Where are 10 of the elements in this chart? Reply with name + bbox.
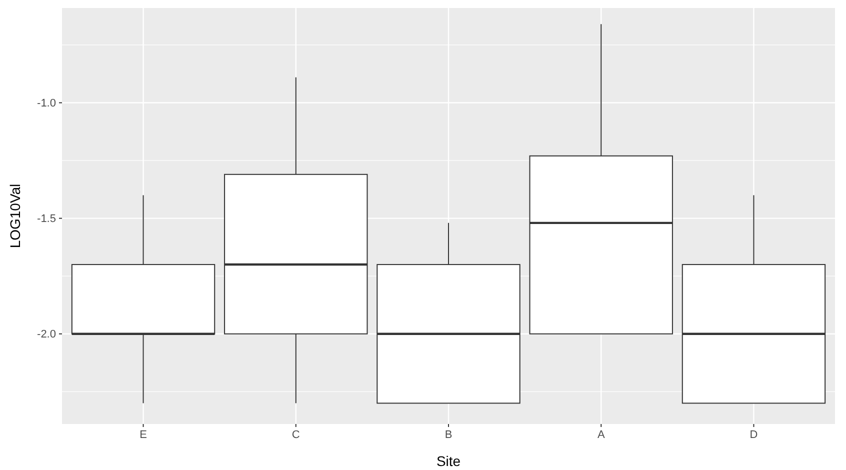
x-axis-title: Site [436, 453, 461, 469]
y-tick-label: -1.5 [37, 212, 56, 225]
x-tick-label: C [292, 428, 300, 441]
y-tick-label: -2.0 [37, 328, 56, 340]
x-tick-label: B [444, 428, 452, 441]
x-tick-label: A [597, 428, 606, 441]
y-tick-label: -1.0 [37, 97, 56, 110]
x-tick-label: D [750, 428, 758, 441]
x-tick-label: E [140, 428, 147, 441]
y-axis-title: LOG10Val [7, 184, 23, 248]
